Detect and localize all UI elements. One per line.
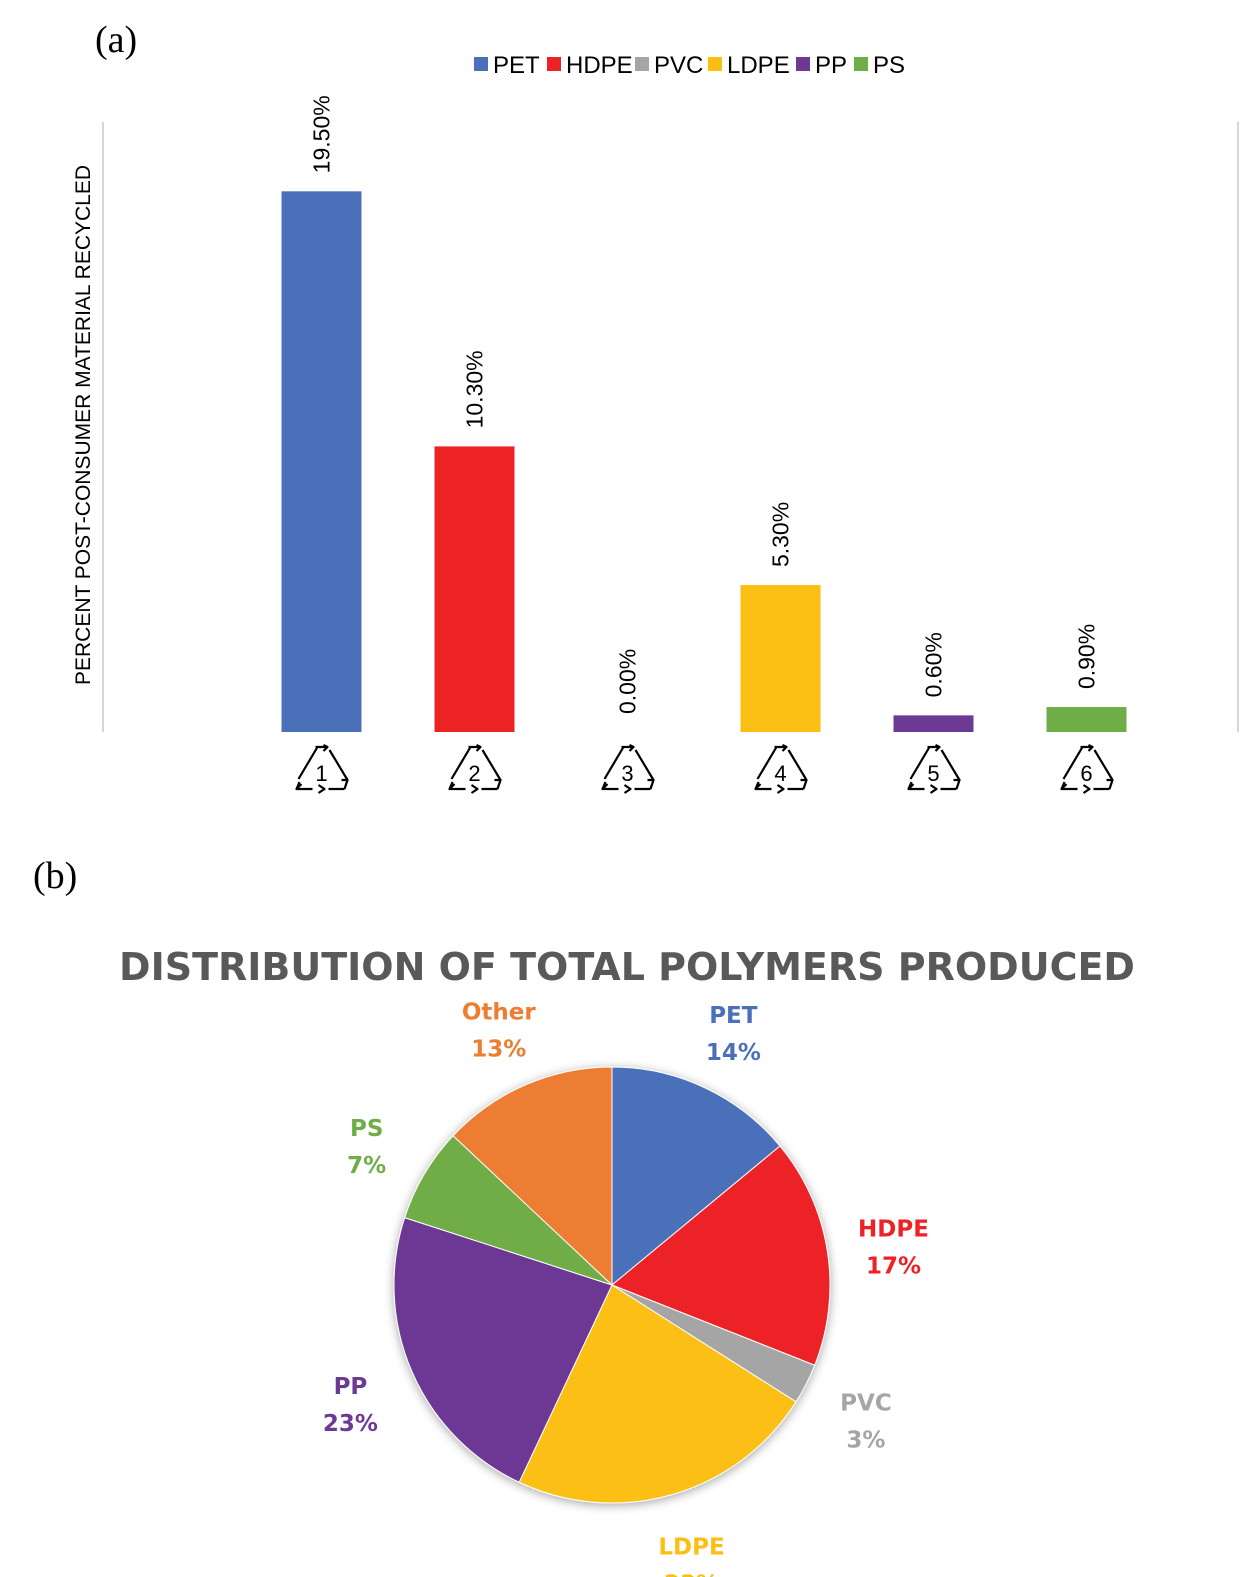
bar-legend: PET HDPE PVC LDPE PP PS <box>474 52 905 79</box>
legend-label: HDPE <box>566 52 633 79</box>
pie-labels: PET 14% HDPE 17% PVC 3% LDPE 23% PP 23% PS 7% Other 1… <box>323 999 929 1577</box>
bar-ps <box>1046 707 1127 732</box>
bar-value-label: 0.60% <box>921 632 947 697</box>
recycle-arrow-top <box>756 744 788 780</box>
pie-label-name: PVC <box>840 1390 892 1416</box>
recycle-arrow-bottom <box>754 779 808 794</box>
pie-label-value: 23% <box>664 1572 719 1577</box>
legend-item-pet: PET <box>474 52 540 79</box>
pie-slice-hdpe <box>611 1145 831 1366</box>
legend-label: LDPE <box>727 52 790 79</box>
pie-label-name: PS <box>350 1116 383 1142</box>
resin-code-label: 6 <box>1080 761 1092 786</box>
legend-label: PET <box>493 52 540 79</box>
pie-label-name: PET <box>709 1003 758 1029</box>
pie-label-pvc: PVC 3% <box>840 1390 892 1453</box>
pie-label-name: LDPE <box>658 1535 724 1561</box>
pie-label-ldpe: LDPE 23% <box>658 1535 724 1577</box>
pie-label-value: 13% <box>471 1036 526 1062</box>
recycle-arrow-bottom <box>601 779 655 794</box>
pie-label-name: PP <box>334 1374 368 1400</box>
bar-chart: PET HDPE PVC LDPE PP PS PERCENT POST-CONSUMER… <box>72 52 1239 794</box>
bar-value-label: 10.30% <box>462 350 488 428</box>
recycle-arrow-bottom <box>1060 779 1114 794</box>
recycle-arrow-bottom <box>448 779 502 794</box>
legend-swatch <box>474 57 488 71</box>
legend-swatch <box>547 57 561 71</box>
pie-label-name: HDPE <box>858 1216 929 1242</box>
legend-item-hdpe: HDPE <box>547 52 633 79</box>
pie-label-hdpe: HDPE 17% <box>858 1216 929 1279</box>
pie-label-pp: PP 23% <box>323 1374 378 1437</box>
recycling-triangle-icon: 3 <box>601 744 655 794</box>
legend-label: PP <box>815 52 847 79</box>
bars <box>281 191 1127 732</box>
resin-code-label: 5 <box>927 761 939 786</box>
legend-label: PS <box>873 52 905 79</box>
bar-value-label: 5.30% <box>768 502 794 567</box>
pie-label-value: 7% <box>347 1153 386 1179</box>
pie-label-ps: PS 7% <box>347 1116 386 1179</box>
bar-value-label: 0.00% <box>615 649 641 714</box>
recycling-triangle-icon: 4 <box>754 744 808 794</box>
bar-pp <box>893 715 974 732</box>
recycle-arrow-top <box>1062 744 1094 780</box>
legend-swatch <box>708 57 722 71</box>
pie-label-pet: PET 14% <box>706 1003 761 1066</box>
recycling-triangle-icon: 1 <box>295 744 349 794</box>
bar-value-labels: 19.50% 10.30% 0.00% 5.30% 0.60% 0.90% <box>309 95 1100 714</box>
bar-hdpe <box>434 446 515 732</box>
pie-slice-other <box>452 1066 613 1287</box>
resin-code-label: 3 <box>621 761 633 786</box>
legend-item-ps: PS <box>854 52 905 79</box>
y-axis-label: PERCENT POST-CONSUMER MATERIAL RECYCLED <box>72 165 95 685</box>
recycling-triangle-icon: 2 <box>448 744 502 794</box>
recycle-arrow-bottom <box>295 779 349 794</box>
bar-value-label: 19.50% <box>309 95 335 173</box>
x-tick-icons: 1 2 3 4 5 6 <box>295 744 1114 794</box>
bar-ldpe <box>740 585 821 732</box>
pie-slice-ldpe <box>518 1284 797 1504</box>
pie-label-value: 3% <box>846 1427 885 1453</box>
legend-swatch <box>854 57 868 71</box>
recycle-arrow-top <box>909 744 941 780</box>
pie-slice-pet <box>611 1066 781 1287</box>
recycling-triangle-icon: 6 <box>1060 744 1114 794</box>
resin-code-label: 1 <box>315 761 327 786</box>
legend-item-pp: PP <box>796 52 847 79</box>
legend-item-pvc: PVC <box>635 52 703 79</box>
resin-code-label: 4 <box>774 761 786 786</box>
pie-slices <box>393 1066 831 1504</box>
pie-title: DISTRIBUTION OF TOTAL POLYMERS PRODUCED <box>119 945 1135 989</box>
legend-label: PVC <box>654 52 703 79</box>
panel-label-b: (b) <box>33 855 77 897</box>
bar-pet <box>281 191 362 732</box>
pie-label-value: 17% <box>866 1253 921 1279</box>
panel-label-a: (a) <box>95 19 137 61</box>
pie-chart: DISTRIBUTION OF TOTAL POLYMERS PRODUCED … <box>119 945 1135 1577</box>
pie-label-other: Other 13% <box>462 999 537 1062</box>
pie-label-value: 23% <box>323 1411 378 1437</box>
bar-value-label: 0.90% <box>1074 624 1100 689</box>
recycle-arrow-top <box>297 744 329 780</box>
pie-label-value: 14% <box>706 1040 761 1066</box>
legend-swatch <box>635 57 649 71</box>
legend-swatch <box>796 57 810 71</box>
legend-item-ldpe: LDPE <box>708 52 790 79</box>
recycling-triangle-icon: 5 <box>907 744 961 794</box>
recycle-arrow-top <box>450 744 482 780</box>
pie-label-name: Other <box>462 999 537 1025</box>
resin-code-label: 2 <box>468 761 480 786</box>
recycle-arrow-bottom <box>907 779 961 794</box>
recycle-arrow-top <box>603 744 635 780</box>
pie-slice-pp <box>393 1216 613 1483</box>
